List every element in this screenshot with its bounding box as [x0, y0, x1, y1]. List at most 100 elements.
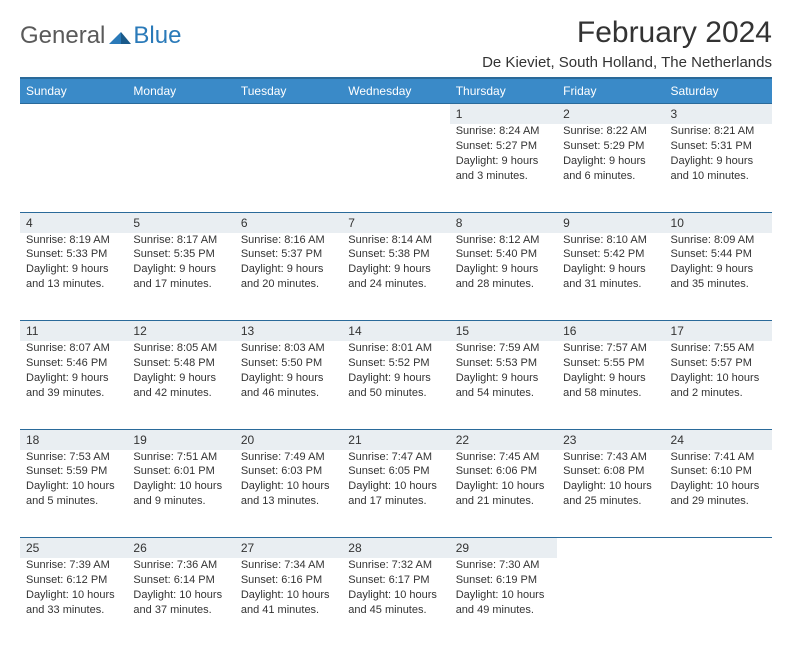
- daylight-line: Daylight: 9 hours: [241, 262, 336, 277]
- sunrise-line: Sunrise: 7:47 AM: [348, 450, 443, 465]
- day-number-cell: 7: [342, 212, 449, 233]
- day-content-cell: Sunrise: 8:16 AMSunset: 5:37 PMDaylight:…: [235, 233, 342, 321]
- daylight-line: Daylight: 9 hours: [348, 262, 443, 277]
- sunrise-line: Sunrise: 8:24 AM: [456, 124, 551, 139]
- day-content-cell: Sunrise: 7:45 AMSunset: 6:06 PMDaylight:…: [450, 450, 557, 538]
- day-content-cell: Sunrise: 8:21 AMSunset: 5:31 PMDaylight:…: [665, 124, 772, 212]
- daylight-line: and 33 minutes.: [26, 603, 121, 618]
- daylight-line: and 25 minutes.: [563, 494, 658, 509]
- sunset-line: Sunset: 5:55 PM: [563, 356, 658, 371]
- day-content-cell: Sunrise: 8:14 AMSunset: 5:38 PMDaylight:…: [342, 233, 449, 321]
- sunrise-line: Sunrise: 7:36 AM: [133, 558, 228, 573]
- sunset-line: Sunset: 5:31 PM: [671, 139, 766, 154]
- daylight-line: and 39 minutes.: [26, 386, 121, 401]
- day-content-cell: Sunrise: 7:34 AMSunset: 6:16 PMDaylight:…: [235, 558, 342, 646]
- day-content-cell: Sunrise: 7:30 AMSunset: 6:19 PMDaylight:…: [450, 558, 557, 646]
- day-number-cell: 14: [342, 321, 449, 342]
- day-content-cell: Sunrise: 8:05 AMSunset: 5:48 PMDaylight:…: [127, 341, 234, 429]
- day-content-cell: Sunrise: 8:19 AMSunset: 5:33 PMDaylight:…: [20, 233, 127, 321]
- sunset-line: Sunset: 5:40 PM: [456, 247, 551, 262]
- day-number-cell: 3: [665, 104, 772, 125]
- daylight-line: Daylight: 10 hours: [671, 479, 766, 494]
- sunset-line: Sunset: 6:14 PM: [133, 573, 228, 588]
- day-content-cell: Sunrise: 7:39 AMSunset: 6:12 PMDaylight:…: [20, 558, 127, 646]
- day-header: Monday: [127, 78, 234, 104]
- day-number-cell: 20: [235, 429, 342, 450]
- daylight-line: and 6 minutes.: [563, 169, 658, 184]
- day-content-cell: Sunrise: 7:47 AMSunset: 6:05 PMDaylight:…: [342, 450, 449, 538]
- day-number-cell: 24: [665, 429, 772, 450]
- daylight-line: Daylight: 10 hours: [133, 479, 228, 494]
- day-content-cell: Sunrise: 7:59 AMSunset: 5:53 PMDaylight:…: [450, 341, 557, 429]
- sunset-line: Sunset: 5:33 PM: [26, 247, 121, 262]
- day-header: Thursday: [450, 78, 557, 104]
- logo: General Blue: [20, 16, 181, 50]
- daylight-line: and 20 minutes.: [241, 277, 336, 292]
- daylight-line: and 28 minutes.: [456, 277, 551, 292]
- sunset-line: Sunset: 5:44 PM: [671, 247, 766, 262]
- sunrise-line: Sunrise: 8:14 AM: [348, 233, 443, 248]
- day-number-cell: 1: [450, 104, 557, 125]
- day-content-cell: Sunrise: 8:01 AMSunset: 5:52 PMDaylight:…: [342, 341, 449, 429]
- day-header: Friday: [557, 78, 664, 104]
- day-number-cell: 6: [235, 212, 342, 233]
- day-header: Wednesday: [342, 78, 449, 104]
- sunset-line: Sunset: 6:16 PM: [241, 573, 336, 588]
- daylight-line: and 13 minutes.: [241, 494, 336, 509]
- daylight-line: and 29 minutes.: [671, 494, 766, 509]
- sunrise-line: Sunrise: 7:41 AM: [671, 450, 766, 465]
- page-header: General Blue February 2024 De Kieviet, S…: [20, 16, 772, 71]
- week-content-row: Sunrise: 7:39 AMSunset: 6:12 PMDaylight:…: [20, 558, 772, 646]
- daylight-line: Daylight: 9 hours: [563, 154, 658, 169]
- day-number-cell: 19: [127, 429, 234, 450]
- week-content-row: Sunrise: 7:53 AMSunset: 5:59 PMDaylight:…: [20, 450, 772, 538]
- sunset-line: Sunset: 6:19 PM: [456, 573, 551, 588]
- daylight-line: and 58 minutes.: [563, 386, 658, 401]
- sunset-line: Sunset: 6:01 PM: [133, 464, 228, 479]
- day-number-cell: 26: [127, 538, 234, 559]
- daylight-line: and 3 minutes.: [456, 169, 551, 184]
- day-number-cell: 18: [20, 429, 127, 450]
- sunset-line: Sunset: 5:59 PM: [26, 464, 121, 479]
- logo-triangle-icon: [109, 28, 131, 44]
- daylight-line: Daylight: 9 hours: [671, 262, 766, 277]
- sunset-line: Sunset: 5:53 PM: [456, 356, 551, 371]
- daynum-row: 123: [20, 104, 772, 125]
- daylight-line: and 31 minutes.: [563, 277, 658, 292]
- sunset-line: Sunset: 5:27 PM: [456, 139, 551, 154]
- sunset-line: Sunset: 5:35 PM: [133, 247, 228, 262]
- day-header: Tuesday: [235, 78, 342, 104]
- daynum-row: 2526272829: [20, 538, 772, 559]
- day-number-cell: [342, 104, 449, 125]
- daylight-line: Daylight: 9 hours: [563, 371, 658, 386]
- calendar-table: Sunday Monday Tuesday Wednesday Thursday…: [20, 77, 772, 646]
- daylight-line: Daylight: 9 hours: [456, 154, 551, 169]
- day-content-cell: [665, 558, 772, 646]
- day-content-cell: Sunrise: 7:53 AMSunset: 5:59 PMDaylight:…: [20, 450, 127, 538]
- location-subtitle: De Kieviet, South Holland, The Netherlan…: [482, 54, 772, 71]
- daylight-line: Daylight: 10 hours: [456, 588, 551, 603]
- sunset-line: Sunset: 5:48 PM: [133, 356, 228, 371]
- day-header-row: Sunday Monday Tuesday Wednesday Thursday…: [20, 78, 772, 104]
- day-content-cell: Sunrise: 7:36 AMSunset: 6:14 PMDaylight:…: [127, 558, 234, 646]
- day-number-cell: 2: [557, 104, 664, 125]
- sunrise-line: Sunrise: 8:22 AM: [563, 124, 658, 139]
- day-content-cell: Sunrise: 8:22 AMSunset: 5:29 PMDaylight:…: [557, 124, 664, 212]
- day-number-cell: 5: [127, 212, 234, 233]
- day-content-cell: Sunrise: 8:10 AMSunset: 5:42 PMDaylight:…: [557, 233, 664, 321]
- daylight-line: Daylight: 10 hours: [241, 479, 336, 494]
- daylight-line: Daylight: 10 hours: [26, 588, 121, 603]
- sunset-line: Sunset: 6:06 PM: [456, 464, 551, 479]
- day-number-cell: 8: [450, 212, 557, 233]
- sunrise-line: Sunrise: 7:57 AM: [563, 341, 658, 356]
- sunset-line: Sunset: 5:50 PM: [241, 356, 336, 371]
- sunset-line: Sunset: 6:05 PM: [348, 464, 443, 479]
- day-content-cell: Sunrise: 7:41 AMSunset: 6:10 PMDaylight:…: [665, 450, 772, 538]
- day-content-cell: Sunrise: 8:09 AMSunset: 5:44 PMDaylight:…: [665, 233, 772, 321]
- daylight-line: Daylight: 9 hours: [456, 371, 551, 386]
- logo-text-general: General: [20, 22, 105, 50]
- sunrise-line: Sunrise: 8:03 AM: [241, 341, 336, 356]
- sunrise-line: Sunrise: 8:21 AM: [671, 124, 766, 139]
- day-number-cell: 22: [450, 429, 557, 450]
- day-number-cell: 12: [127, 321, 234, 342]
